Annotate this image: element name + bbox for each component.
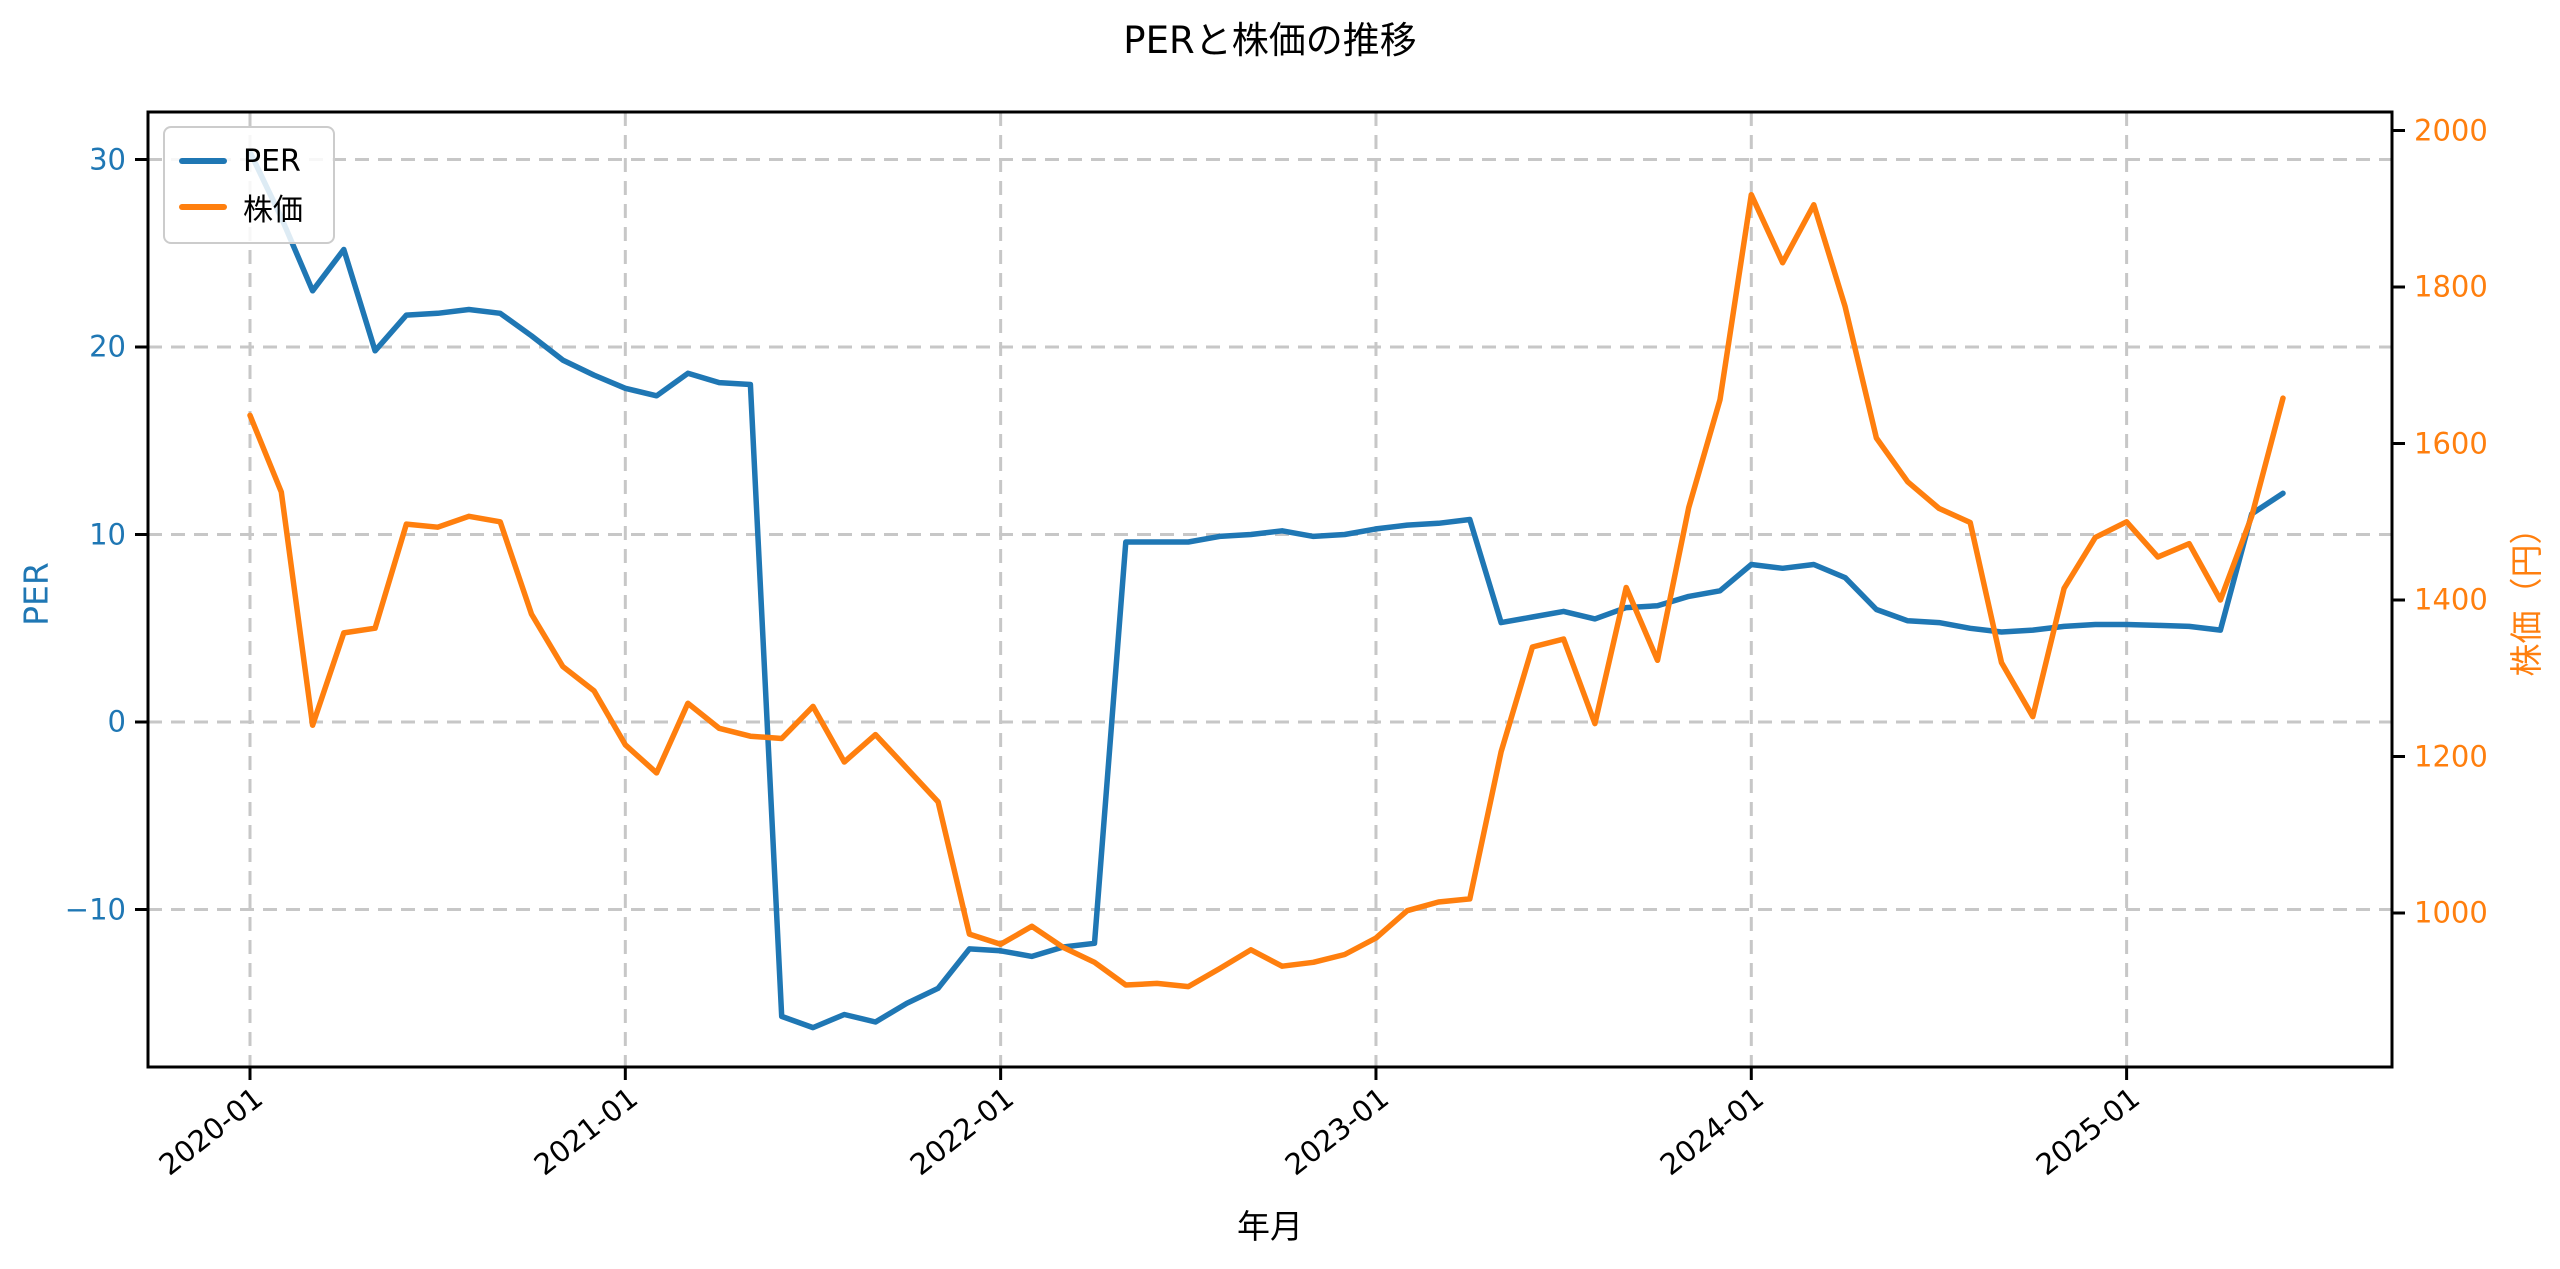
x-tick-label: 2023-01 — [1278, 1080, 1396, 1183]
y-right-tick-label: 1400 — [2414, 582, 2488, 617]
legend: PER 株価 — [163, 126, 335, 244]
axis-ticks — [135, 129, 2405, 1080]
y-left-tick-label: 0 — [107, 704, 126, 739]
y-left-tick-label: 30 — [89, 142, 126, 176]
x-axis-label: 年月 — [1237, 1207, 1303, 1246]
y-right-tick-label: 2000 — [2414, 113, 2488, 147]
kabuka-line — [247, 191, 2286, 990]
x-tick-label: 2025-01 — [2029, 1080, 2146, 1183]
y-left-tick-label: 20 — [89, 329, 126, 364]
x-tick-label: 2022-01 — [903, 1080, 1020, 1183]
legend-label-kabuka: 株価 — [243, 193, 303, 228]
y-right-tick-label: 1200 — [2414, 739, 2488, 773]
x-tick-label: 2020-01 — [152, 1080, 270, 1183]
plot-area — [135, 110, 2405, 1080]
per-line — [247, 149, 2286, 1031]
x-tick-label: 2024-01 — [1653, 1080, 1771, 1183]
legend-line-sample-per — [179, 158, 227, 164]
legend-label-per: PER — [243, 143, 301, 179]
legend-item-kabuka: 株価 — [179, 184, 319, 230]
y-axis-label-left: PER — [16, 562, 56, 626]
plot-frame — [146, 110, 2394, 1069]
y-axis-label-right: 株価（円） — [2507, 511, 2546, 677]
y-right-tick-label: 1600 — [2414, 426, 2488, 460]
legend-item-per: PER — [179, 138, 319, 184]
y-right-tick-label: 1800 — [2414, 269, 2488, 304]
y-right-tick-label: 1000 — [2414, 895, 2488, 930]
grid — [148, 112, 2392, 1067]
series-lines — [247, 149, 2286, 1031]
y-left-tick-label: −10 — [64, 892, 126, 926]
legend-line-sample-kabuka — [179, 204, 227, 210]
y-left-tick-label: 10 — [89, 517, 126, 551]
chart-title: PERと株価の推移 — [1123, 19, 1417, 62]
x-tick-label: 2021-01 — [527, 1080, 645, 1183]
